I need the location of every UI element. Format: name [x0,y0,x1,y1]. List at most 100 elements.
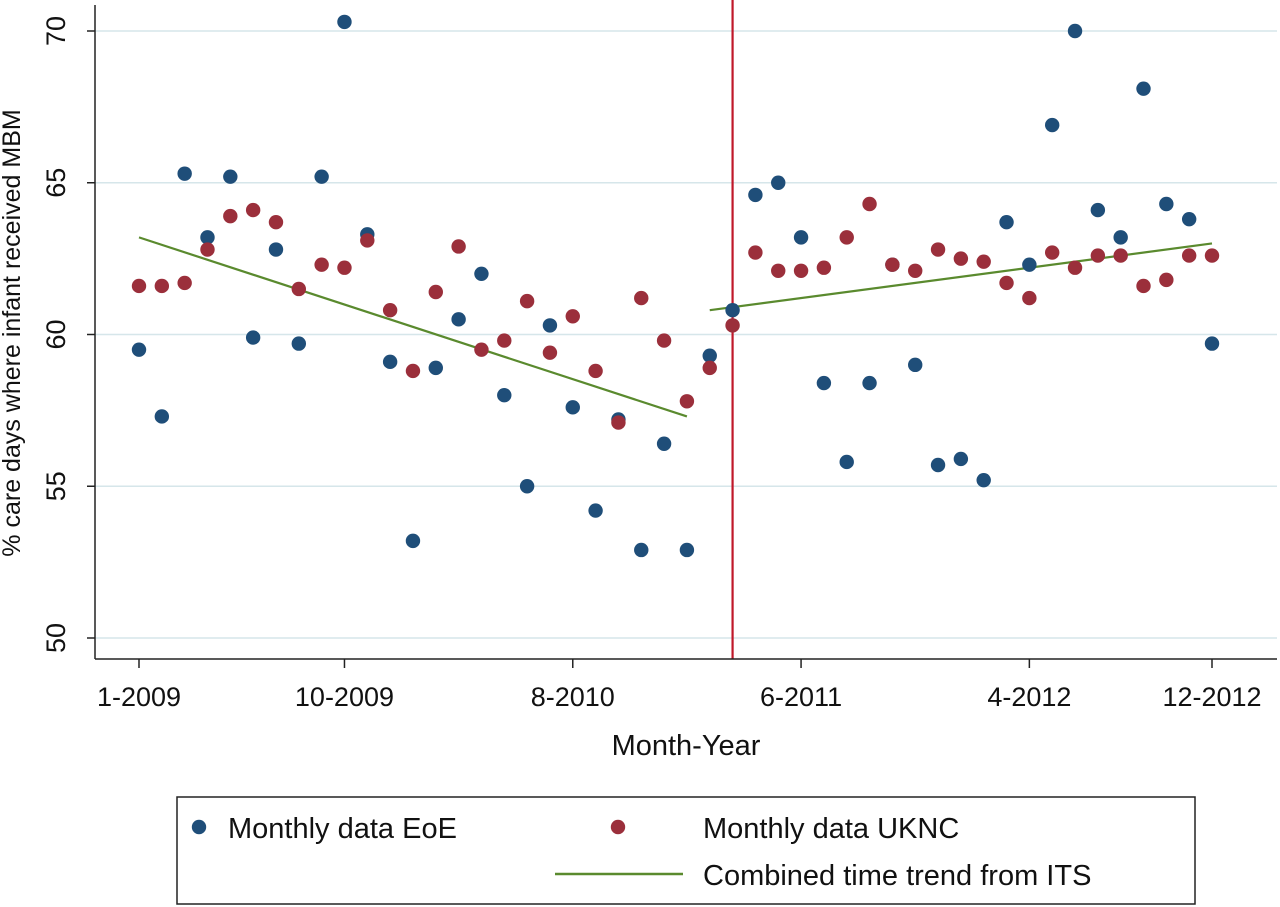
eoe-point [1067,23,1083,39]
uknc-point [291,281,307,297]
uknc-point [223,208,238,224]
y-tick-label: 70 [41,16,71,46]
legend-marker [191,819,207,835]
eoe-point [816,375,832,391]
legend-label: Combined time trend from ITS [703,860,1091,892]
uknc-point [382,303,398,318]
eoe-point [839,454,854,470]
uknc-point [930,242,946,257]
eoe-point [793,230,809,245]
uknc-point [268,215,284,230]
eoe-point [1204,336,1220,351]
uknc-point [314,257,329,272]
eoe-point [291,336,307,351]
eoe-point [930,457,946,473]
x-tick-label: 4-2012 [987,682,1071,712]
uknc-point [1022,290,1037,306]
x-tick-label: 12-2012 [1162,682,1261,712]
eoe-point [999,215,1014,230]
uknc-point [360,233,375,248]
eoe-point [679,542,695,558]
uknc-point [656,333,672,348]
uknc-point [1159,272,1174,288]
y-tick-label: 55 [41,471,71,501]
x-tick-labels: 1-2009 10-2009 8-2010 6-2011 4-2012 12-2012 [97,682,1262,712]
uknc-point [474,342,489,357]
uknc-point [976,254,991,269]
uknc-point [131,278,147,294]
eoe-point [1136,81,1151,96]
eoe-point [588,503,603,518]
eoe-point [702,348,717,363]
x-tick-label: 6-2011 [760,682,842,712]
uknc-point [405,363,421,379]
uknc-point [634,290,649,306]
uknc-point [748,245,763,260]
uknc-point [1113,248,1128,263]
uknc-point [1090,248,1106,263]
eoe-point [245,330,261,345]
eoe-point [862,375,877,391]
x-tick-label: 8-2010 [531,682,615,712]
legend: Monthly data EoE Monthly data UKNC Combine… [176,796,1196,905]
eoe-point [428,360,443,376]
eoe-point [1090,202,1106,218]
y-tick-label: 65 [41,168,71,198]
uknc-point [999,275,1014,291]
eoe-point [1181,211,1197,227]
uknc-point [885,257,900,272]
y-tick-labels: 50 55 60 65 70 [41,16,71,653]
eoe-point [314,169,329,184]
uknc-point [1181,248,1197,263]
eoe-point [976,472,991,488]
y-tick-label: 60 [41,319,71,349]
uknc-point [793,263,809,278]
eoe-point [337,14,352,30]
legend-frame [176,796,1196,905]
eoe-point [382,354,398,370]
eoe-point [1044,117,1060,133]
legend-marker [610,819,626,835]
eoe-point [908,357,923,373]
eoe-point [497,388,512,403]
eoe-point [154,409,170,424]
eoe-point [223,169,238,184]
axes [87,5,1277,668]
uknc-point [245,202,261,218]
eoe-point [748,187,763,203]
uknc-point [1044,245,1060,260]
x-tick-label: 1-2009 [97,682,181,712]
eoe-point [177,166,192,181]
uknc-point [679,394,695,409]
eoe-point [131,342,147,357]
eoe-point [200,230,215,245]
uknc-point [1204,248,1220,263]
y-tick-label: 50 [41,623,71,653]
uknc-point [862,196,877,212]
uknc-point [702,360,717,376]
uknc-point [588,363,603,379]
eoe-point [1113,230,1128,245]
uknc-point [451,239,466,254]
eoe-point [771,175,786,190]
uknc-point [154,278,170,294]
eoe-point [542,318,558,333]
trend-line-segment [709,242,1213,312]
x-tick-label: 10-2009 [295,682,394,712]
eoe-point [451,312,466,327]
legend-label: Monthly data UKNC [703,813,959,845]
uknc-point [337,260,352,275]
gridlines [95,30,1277,639]
eoe-point [405,533,421,549]
eoe-point [953,451,969,467]
uknc-point [565,309,580,324]
eoe-point [1159,196,1174,212]
eoe-point [725,303,740,318]
uknc-point [725,318,740,333]
trend-line-segment [138,236,688,418]
uknc-point [1136,278,1151,294]
eoe-point [268,242,284,257]
legend-label: Monthly data EoE [228,813,457,845]
uknc-point [177,275,192,291]
